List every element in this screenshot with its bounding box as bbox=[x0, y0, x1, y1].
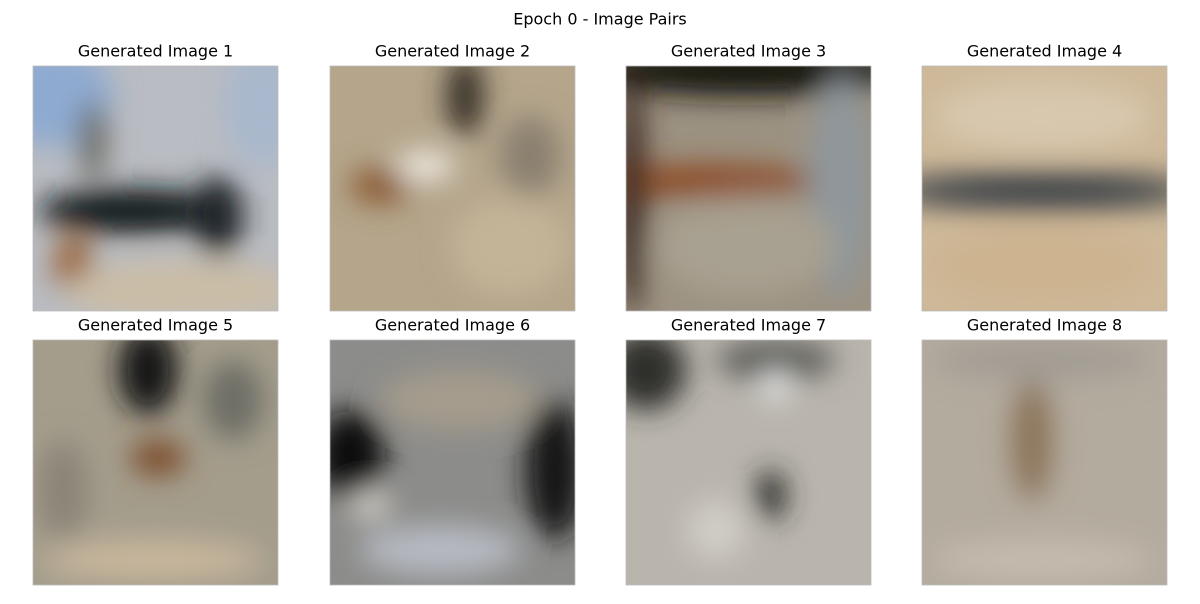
generated-image bbox=[330, 66, 575, 311]
generated-image bbox=[33, 66, 278, 311]
panel-title: Generated Image 4 bbox=[967, 42, 1122, 61]
figure-title: Epoch 0 - Image Pairs bbox=[513, 10, 687, 29]
image-blob bbox=[922, 171, 1167, 211]
image-blob bbox=[932, 231, 1152, 301]
image-blob bbox=[193, 176, 243, 256]
image-blob bbox=[756, 470, 786, 520]
generated-image bbox=[922, 66, 1167, 311]
panel-title: Generated Image 3 bbox=[671, 42, 826, 61]
image-texture bbox=[626, 340, 836, 560]
generated-image bbox=[330, 340, 575, 585]
image-blob bbox=[118, 340, 178, 415]
image-blob bbox=[38, 440, 88, 540]
image-blob bbox=[330, 410, 385, 500]
image-blob bbox=[1012, 380, 1052, 500]
image-blob bbox=[500, 116, 560, 196]
panel-title: Generated Image 2 bbox=[375, 42, 530, 61]
image-blob bbox=[686, 500, 746, 560]
image-panel: Generated Image 4 bbox=[921, 42, 1168, 312]
image-border bbox=[625, 65, 872, 312]
panel-title: Generated Image 7 bbox=[671, 316, 826, 335]
image-panel: Generated Image 2 bbox=[329, 42, 576, 312]
image-blob bbox=[203, 360, 263, 440]
panel-title: Generated Image 1 bbox=[78, 42, 233, 61]
image-blob bbox=[395, 152, 455, 180]
generated-image bbox=[33, 340, 278, 585]
image-border bbox=[32, 65, 279, 312]
image-texture bbox=[38, 340, 263, 580]
image-blob bbox=[764, 370, 788, 400]
image-texture bbox=[330, 370, 575, 575]
image-panel: Generated Image 7 bbox=[625, 316, 872, 586]
image-blob bbox=[79, 101, 107, 181]
image-texture bbox=[33, 66, 278, 311]
image-texture bbox=[626, 66, 871, 311]
image-panel: Generated Image 6 bbox=[329, 316, 576, 586]
image-border bbox=[921, 65, 1168, 312]
image-blob bbox=[626, 66, 871, 96]
image-border bbox=[329, 65, 576, 312]
image-blob bbox=[38, 189, 228, 233]
image-border bbox=[921, 339, 1168, 586]
image-blob bbox=[626, 340, 686, 410]
generated-image bbox=[626, 66, 871, 311]
panel-title: Generated Image 6 bbox=[375, 316, 530, 335]
image-texture bbox=[932, 340, 1152, 580]
image-blob bbox=[130, 440, 186, 476]
panel-title: Generated Image 5 bbox=[78, 316, 233, 335]
image-blob bbox=[350, 491, 390, 519]
image-border bbox=[625, 339, 872, 586]
image-panel: Generated Image 1 bbox=[32, 42, 279, 312]
generated-image bbox=[922, 340, 1167, 585]
image-panel: Generated Image 8 bbox=[921, 316, 1168, 586]
image-blob bbox=[350, 168, 410, 204]
image-blob bbox=[360, 525, 520, 575]
image-border bbox=[32, 339, 279, 586]
image-blob bbox=[447, 66, 483, 136]
image-blob bbox=[525, 400, 575, 540]
image-blob bbox=[626, 165, 816, 197]
image-border bbox=[329, 339, 576, 586]
image-blob bbox=[626, 76, 646, 311]
image-blob bbox=[380, 370, 540, 430]
generated-image bbox=[626, 340, 871, 585]
image-blob bbox=[932, 540, 1152, 580]
image-blob bbox=[656, 196, 836, 296]
image-blob bbox=[716, 340, 836, 380]
image-texture bbox=[922, 81, 1167, 301]
image-blob bbox=[450, 196, 570, 296]
image-blob bbox=[223, 66, 278, 166]
image-panel: Generated Image 3 bbox=[625, 42, 872, 312]
image-blob bbox=[932, 81, 1152, 151]
image-blob bbox=[932, 340, 1152, 380]
image-blob bbox=[63, 261, 278, 311]
image-panel: Generated Image 5 bbox=[32, 316, 279, 586]
image-blob bbox=[43, 540, 263, 580]
panel-title: Generated Image 8 bbox=[967, 316, 1122, 335]
image-texture bbox=[350, 66, 570, 296]
